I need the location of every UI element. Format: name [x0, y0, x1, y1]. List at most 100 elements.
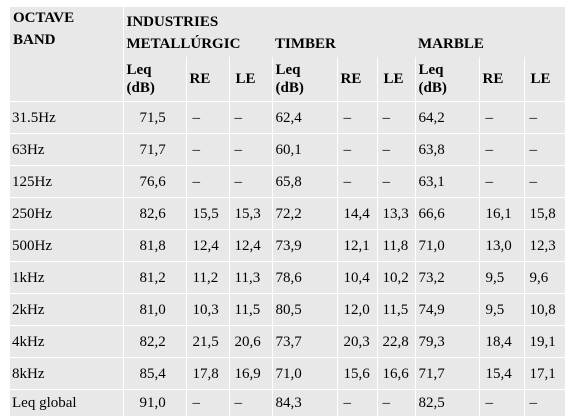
- value-cell: –: [337, 101, 378, 134]
- column-header-leq: Leq (dB): [272, 57, 338, 102]
- column-header-leq-text: Leq (dB): [126, 62, 155, 96]
- band-label-cell: 63Hz: [10, 133, 124, 166]
- value-cell: 73,9: [272, 229, 338, 262]
- value-cell: 71,0: [272, 357, 338, 390]
- value-cell: 72,2: [272, 197, 338, 230]
- value-cell: –: [186, 101, 230, 134]
- value-cell: 91,0: [123, 389, 187, 416]
- band-label-cell: 8kHz: [10, 357, 124, 390]
- value-cell: –: [377, 101, 416, 134]
- value-cell: –: [337, 389, 378, 416]
- value-cell: 10,8: [524, 293, 566, 326]
- value-cell: 9,6: [524, 261, 566, 294]
- value-cell: 15,4: [479, 357, 525, 390]
- value-cell: –: [229, 101, 273, 134]
- value-cell: 82,5: [415, 389, 480, 416]
- band-label-cell: 1kHz: [10, 261, 124, 294]
- value-cell: –: [229, 165, 273, 198]
- band-label-cell: 125Hz: [10, 165, 124, 198]
- value-cell: –: [377, 165, 416, 198]
- value-cell: 14,4: [337, 197, 378, 230]
- value-cell: 63,8: [415, 133, 480, 166]
- value-cell: –: [479, 133, 525, 166]
- column-header-leq-text: Leq (dB): [275, 62, 304, 96]
- value-cell: 10,2: [377, 261, 416, 294]
- table-row: 500Hz 81,8 12,4 12,4 73,9 12,1 11,8 71,0 13,0 12,…: [10, 229, 566, 262]
- octave-band-noise-table: OCTAVE BAND INDUSTRIES METALLÚRGIC TIMBE…: [10, 7, 566, 416]
- industries-header: INDUSTRIES: [123, 7, 565, 31]
- value-cell: 13,0: [479, 229, 525, 262]
- table-body: 31.5Hz 71,5– –62,4– –64,2– –63Hz 71,7– –60,1– –…: [10, 101, 566, 416]
- value-cell: –: [229, 389, 273, 416]
- table-row: 1kHz 81,2 11,2 11,3 78,6 10,4 10,2 73,2 9,5 9,6: [10, 261, 566, 294]
- value-cell: –: [229, 133, 273, 166]
- column-header-leq: Leq (dB): [123, 57, 187, 102]
- band-label-cell: 250Hz: [10, 197, 124, 230]
- value-cell: 18,4: [479, 325, 525, 358]
- band-label-cell: 31.5Hz: [10, 101, 124, 134]
- value-cell: 9,5: [479, 293, 525, 326]
- value-cell: –: [186, 165, 230, 198]
- table-row: 8kHz 85,4 17,8 16,9 71,0 15,6 16,6 71,7 15,4 17,1: [10, 357, 566, 390]
- column-header-re: RE: [186, 57, 230, 102]
- value-cell: –: [524, 165, 566, 198]
- octave-band-header: OCTAVE BAND: [10, 7, 124, 57]
- value-cell: 21,5: [186, 325, 230, 358]
- empty-header-cell: [10, 57, 124, 102]
- column-header-re: RE: [337, 57, 378, 102]
- band-label-cell: 2kHz: [10, 293, 124, 326]
- value-cell: 15,5: [186, 197, 230, 230]
- table-row: 2kHz 81,0 10,3 11,5 80,5 12,0 11,5 74,9 9,5 10,8: [10, 293, 566, 326]
- value-cell: 20,3: [337, 325, 378, 358]
- value-cell: 80,5: [272, 293, 338, 326]
- value-cell: 9,5: [479, 261, 525, 294]
- value-cell: 82,2: [123, 325, 187, 358]
- value-cell: 11,8: [377, 229, 416, 262]
- value-cell: –: [524, 389, 566, 416]
- column-header-re: RE: [479, 57, 525, 102]
- column-header-le: LE: [377, 57, 416, 102]
- value-cell: 84,3: [272, 389, 338, 416]
- table-row: 4kHz 82,2 21,5 20,6 73,7 20,3 22,8 79,3 18,4 19,1: [10, 325, 566, 358]
- value-cell: 15,6: [337, 357, 378, 390]
- value-cell: 11,5: [229, 293, 273, 326]
- table-row: 250Hz 82,6 15,5 15,3 72,2 14,4 13,3 66,6 16,1 15,…: [10, 197, 566, 230]
- group-header-timber: TIMBER: [272, 31, 415, 57]
- value-cell: 17,8: [186, 357, 230, 390]
- value-cell: 71,5: [123, 101, 187, 134]
- value-cell: –: [186, 389, 230, 416]
- column-header-le: LE: [524, 57, 566, 102]
- value-cell: 12,4: [229, 229, 273, 262]
- value-cell: –: [479, 101, 525, 134]
- value-cell: 16,9: [229, 357, 273, 390]
- band-label-cell: 500Hz: [10, 229, 124, 262]
- value-cell: 73,7: [272, 325, 338, 358]
- column-header-leq-text: Leq (dB): [418, 62, 447, 96]
- value-cell: –: [186, 133, 230, 166]
- value-cell: –: [524, 133, 566, 166]
- value-cell: –: [337, 133, 378, 166]
- value-cell: 10,4: [337, 261, 378, 294]
- value-cell: 15,8: [524, 197, 566, 230]
- value-cell: 76,6: [123, 165, 187, 198]
- value-cell: 63,1: [415, 165, 480, 198]
- value-cell: –: [337, 165, 378, 198]
- value-cell: 81,0: [123, 293, 187, 326]
- value-cell: 11,5: [377, 293, 416, 326]
- value-cell: 13,3: [377, 197, 416, 230]
- value-cell: 16,1: [479, 197, 525, 230]
- value-cell: 81,8: [123, 229, 187, 262]
- value-cell: 20,6: [229, 325, 273, 358]
- value-cell: –: [479, 389, 525, 416]
- value-cell: 79,3: [415, 325, 480, 358]
- value-cell: 60,1: [272, 133, 338, 166]
- value-cell: 12,4: [186, 229, 230, 262]
- value-cell: –: [377, 133, 416, 166]
- value-cell: 82,6: [123, 197, 187, 230]
- table-row: 31.5Hz 71,5– –62,4– –64,2– –: [10, 101, 566, 134]
- noise-table-container: OCTAVE BAND INDUSTRIES METALLÚRGIC TIMBE…: [10, 7, 566, 416]
- table-row: 125Hz 76,6– –65,8– –63,1– –: [10, 165, 566, 198]
- value-cell: 74,9: [415, 293, 480, 326]
- value-cell: 15,3: [229, 197, 273, 230]
- value-cell: 10,3: [186, 293, 230, 326]
